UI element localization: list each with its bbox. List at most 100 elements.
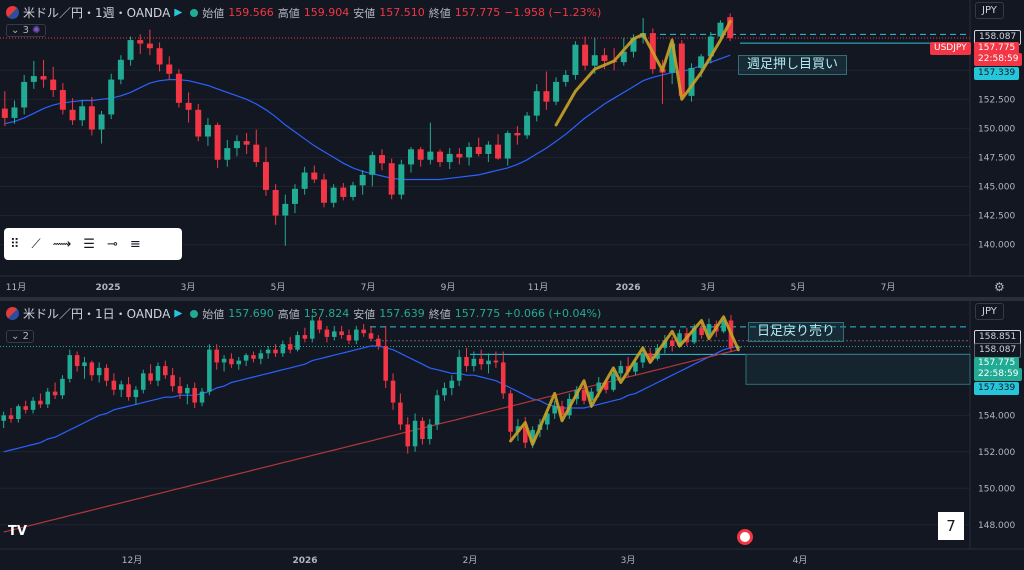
daily-candle-body <box>449 380 455 388</box>
weekly-y-tick-label: 152.500 <box>978 95 1015 105</box>
daily-x-tick-label: 3月 <box>621 555 636 566</box>
daily-candle-body <box>236 360 242 365</box>
daily-candle-body <box>456 356 462 381</box>
daily-candle-body <box>427 424 433 440</box>
weekly-candle-body <box>495 144 502 159</box>
daily-level-low-tag: 157.339 <box>974 382 1020 395</box>
daily-candle-body <box>185 387 190 394</box>
daily-candle-body <box>60 378 65 396</box>
daily-candle-body <box>559 406 565 416</box>
daily-ma_slow-line <box>3 349 739 533</box>
daily-candle-body <box>8 415 14 419</box>
currency-selector[interactable]: JPY <box>975 2 1004 19</box>
weekly-symbol-title[interactable]: 米ドル／円・1週・OANDA <box>23 6 171 20</box>
weekly-chart-pane[interactable]: 140.000 142.500 145.000 147.500 150.000 152.5… <box>0 0 1024 297</box>
weekly-candle-body <box>233 141 240 149</box>
daily-countdown-tag: 22:58:59 <box>974 368 1023 381</box>
daily-annotation[interactable]: 日足戻り売り <box>748 322 845 342</box>
drag-handle-icon[interactable]: ⠿ <box>10 236 20 252</box>
daily-candle-body <box>596 382 602 392</box>
weekly-candle-body <box>446 153 453 163</box>
weekly-x-tick-label: 7月 <box>361 282 376 293</box>
daily-candle-body <box>52 391 58 396</box>
horizontal-ray-icon[interactable]: ⊸ <box>106 236 118 252</box>
daily-candle-body <box>67 355 73 379</box>
daily-candle-body <box>207 349 212 392</box>
fib-tool-icon[interactable]: ☰ <box>83 236 95 252</box>
weekly-candle-body <box>311 172 318 180</box>
daily-candle-body <box>354 329 359 341</box>
daily-candle-body <box>324 329 330 337</box>
daily-candle-body <box>221 358 227 363</box>
pane-divider[interactable] <box>0 297 1024 301</box>
parallel-lines-icon[interactable]: ≡ <box>129 236 141 252</box>
weekly-candle-body <box>243 141 250 145</box>
daily-candle-body <box>89 362 95 376</box>
weekly-x-tick-label: 11月 <box>6 282 26 293</box>
weekly-candle-body <box>98 114 105 130</box>
chart-settings-icon[interactable]: ⚙ <box>994 280 1005 294</box>
indicator-toggle[interactable]: ⌄ 3 ✺ <box>6 24 46 37</box>
weekly-candle-body <box>272 189 279 216</box>
weekly-annotation[interactable]: 週足押し目買い <box>738 55 848 75</box>
usdjpy-flag-icon <box>6 6 19 19</box>
daily-candle-body <box>317 320 322 330</box>
close-label: 終値 <box>428 307 451 321</box>
daily-candle-body <box>611 373 616 390</box>
daily-candle-body <box>464 356 469 367</box>
drawing-toolbar[interactable]: ⠿ ⟋ ⟿ ☰ ⊸ ≡ <box>4 228 182 260</box>
polyline-icon[interactable]: ⟿ <box>52 236 72 252</box>
daily-last-price-tag: 157.775 <box>974 357 1020 370</box>
symbol-tag: USDJPY <box>930 42 971 55</box>
daily-candle-body <box>243 355 249 361</box>
close-value: 157.775 <box>454 307 501 320</box>
weekly-candle-body <box>408 149 415 165</box>
daily-candle-body <box>74 355 80 367</box>
weekly-y-tick-label: 140.000 <box>978 241 1015 251</box>
weekly-candle-body <box>69 109 76 121</box>
market-open-icon <box>190 8 199 17</box>
weekly-candle-body <box>398 164 405 195</box>
weekly-candle-body <box>40 76 47 80</box>
page-number: 7 <box>938 512 964 540</box>
daily-x-tick-label: 2月 <box>463 555 478 566</box>
currency-selector[interactable]: JPY <box>975 303 1004 320</box>
daily-x-tick-label: 4月 <box>793 555 808 566</box>
weekly-candle-body <box>582 44 589 66</box>
daily-candle-body <box>545 413 550 425</box>
weekly-candle-body <box>340 187 347 197</box>
daily-candle-body <box>265 349 271 354</box>
daily-candle-body <box>229 358 234 365</box>
weekly-candle-body <box>1 108 8 118</box>
close-label: 終値 <box>428 6 451 20</box>
daily-candle-body <box>295 335 300 350</box>
daily-symbol-title[interactable]: 米ドル／円・1日・OANDA <box>23 307 171 321</box>
weekly-candle-body <box>417 149 424 160</box>
weekly-candle-body <box>291 188 298 204</box>
daily-candle-body <box>346 335 352 341</box>
daily-chart-pane[interactable]: 148.000 150.000 152.000 154.000 12月 2026 2月 3月 4… <box>0 301 1024 570</box>
weekly-candle-body <box>11 107 18 118</box>
weekly-x-tick-label: 2025 <box>95 283 120 293</box>
weekly-candle-body <box>504 133 511 159</box>
daily-chart-canvas[interactable]: 148.000 150.000 152.000 154.000 12月 2026 2月 3月 4… <box>0 301 1024 570</box>
weekly-y-tick-label: 150.000 <box>978 124 1015 134</box>
weekly-chart-canvas[interactable]: 140.000 142.500 145.000 147.500 150.000 152.5… <box>0 0 1024 297</box>
daily-candle-body <box>104 367 109 381</box>
weekly-candle-body <box>678 43 685 96</box>
daily-zone-box <box>745 353 971 385</box>
daily-candle-body <box>287 344 293 350</box>
daily-candle-body <box>38 400 43 405</box>
weekly-candle-body <box>282 203 289 216</box>
trend-line-icon[interactable]: ⟋ <box>31 236 41 252</box>
weekly-last-price-tag: 157.775 <box>974 42 1020 55</box>
record-icon[interactable] <box>737 529 753 545</box>
daily-candle-body <box>706 324 712 336</box>
daily-candle-body <box>669 340 675 347</box>
daily-candle-body <box>302 335 308 339</box>
daily-candle-body <box>199 391 205 403</box>
weekly-x-tick-label: 3月 <box>701 282 716 293</box>
daily-candle-body <box>111 380 117 390</box>
weekly-candle-body <box>369 155 376 175</box>
indicator-toggle[interactable]: ⌄ 2 <box>6 330 34 343</box>
